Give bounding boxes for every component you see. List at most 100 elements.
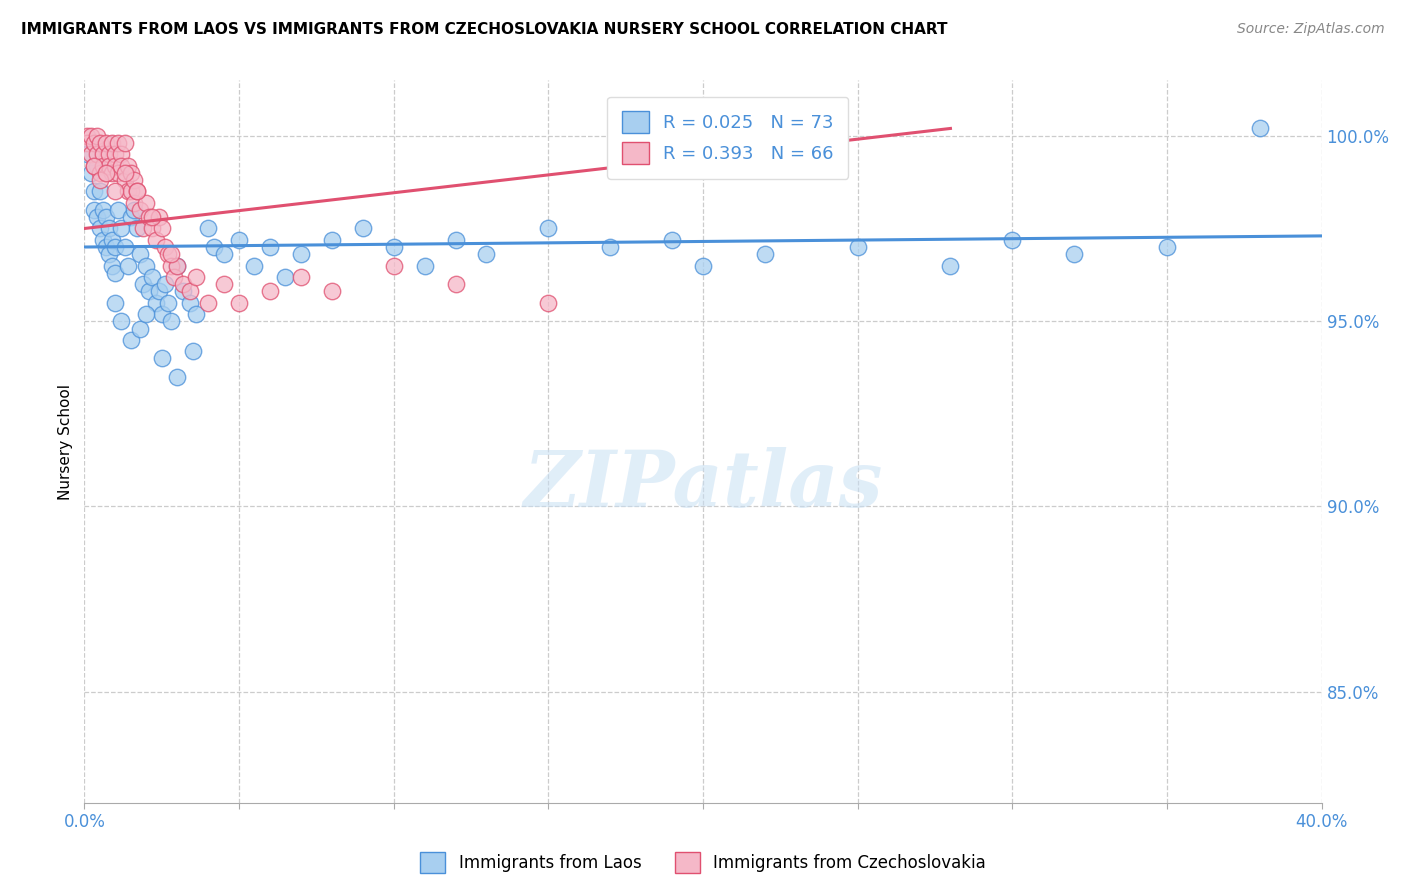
Point [104, 266, 127, 280]
Point [107, 136, 129, 151]
Point [117, 159, 139, 173]
Point [413, 259, 436, 273]
Point [89, 173, 111, 187]
Point [172, 277, 194, 291]
Point [153, 277, 176, 291]
Point [91, 159, 114, 173]
Point [141, 269, 163, 284]
Point [110, 159, 132, 173]
Point [321, 233, 343, 247]
Point [114, 240, 136, 254]
Point [228, 233, 250, 247]
Point [444, 277, 467, 291]
Point [156, 247, 179, 261]
Point [166, 259, 188, 273]
Point [148, 211, 170, 225]
Point [1001, 233, 1024, 247]
Point [104, 185, 127, 199]
Point [86, 211, 108, 225]
Text: Source: ZipAtlas.com: Source: ZipAtlas.com [1237, 22, 1385, 37]
Point [444, 233, 467, 247]
Point [104, 147, 127, 161]
Point [537, 295, 560, 310]
Point [145, 295, 167, 310]
Point [243, 259, 266, 273]
Point [89, 166, 111, 180]
Point [150, 351, 173, 366]
Point [125, 185, 148, 199]
Point [197, 221, 219, 235]
Point [98, 159, 121, 173]
Point [599, 240, 621, 254]
Text: IMMIGRANTS FROM LAOS VS IMMIGRANTS FROM CZECHOSLOVAKIA NURSERY SCHOOL CORRELATIO: IMMIGRANTS FROM LAOS VS IMMIGRANTS FROM … [21, 22, 948, 37]
Point [94, 240, 117, 254]
Point [212, 247, 235, 261]
Point [1156, 240, 1178, 254]
Point [76, 128, 98, 143]
Point [79, 147, 101, 161]
Point [166, 369, 188, 384]
Point [846, 240, 869, 254]
Point [107, 166, 129, 180]
Point [1063, 247, 1085, 261]
Point [129, 321, 152, 335]
Point [94, 166, 117, 180]
Point [179, 295, 201, 310]
Point [132, 277, 155, 291]
Point [104, 295, 127, 310]
Point [382, 259, 405, 273]
Point [197, 295, 219, 310]
Point [122, 202, 145, 217]
Point [117, 259, 139, 273]
Point [135, 307, 157, 321]
Point [181, 343, 204, 358]
Point [475, 247, 498, 261]
Point [89, 185, 111, 199]
Point [184, 269, 207, 284]
Point [939, 259, 962, 273]
Point [150, 307, 173, 321]
Point [89, 136, 111, 151]
Point [160, 314, 183, 328]
Point [91, 233, 114, 247]
Point [114, 166, 136, 180]
Point [101, 233, 124, 247]
Point [110, 147, 132, 161]
Point [83, 185, 105, 199]
Point [107, 202, 129, 217]
Point [141, 221, 163, 235]
Point [122, 195, 145, 210]
Point [202, 240, 225, 254]
Point [98, 247, 121, 261]
Point [79, 128, 101, 143]
Point [83, 202, 105, 217]
Point [104, 159, 127, 173]
Point [141, 211, 163, 225]
Text: ZIPatlas: ZIPatlas [523, 447, 883, 523]
Point [150, 221, 173, 235]
Point [138, 285, 160, 299]
Point [101, 136, 124, 151]
Point [83, 159, 105, 173]
Point [120, 211, 142, 225]
Point [166, 259, 188, 273]
Point [98, 147, 121, 161]
Point [83, 159, 105, 173]
Point [120, 166, 142, 180]
Point [184, 307, 207, 321]
Point [156, 295, 179, 310]
Point [83, 136, 105, 151]
Point [86, 147, 108, 161]
Point [86, 159, 108, 173]
Point [94, 136, 117, 151]
Point [135, 195, 157, 210]
Point [101, 166, 124, 180]
Point [321, 285, 343, 299]
Point [692, 259, 714, 273]
Point [122, 173, 145, 187]
Point [138, 211, 160, 225]
Point [91, 147, 114, 161]
Point [382, 240, 405, 254]
Point [125, 185, 148, 199]
Legend: R = 0.025   N = 73, R = 0.393   N = 66: R = 0.025 N = 73, R = 0.393 N = 66 [607, 96, 848, 178]
